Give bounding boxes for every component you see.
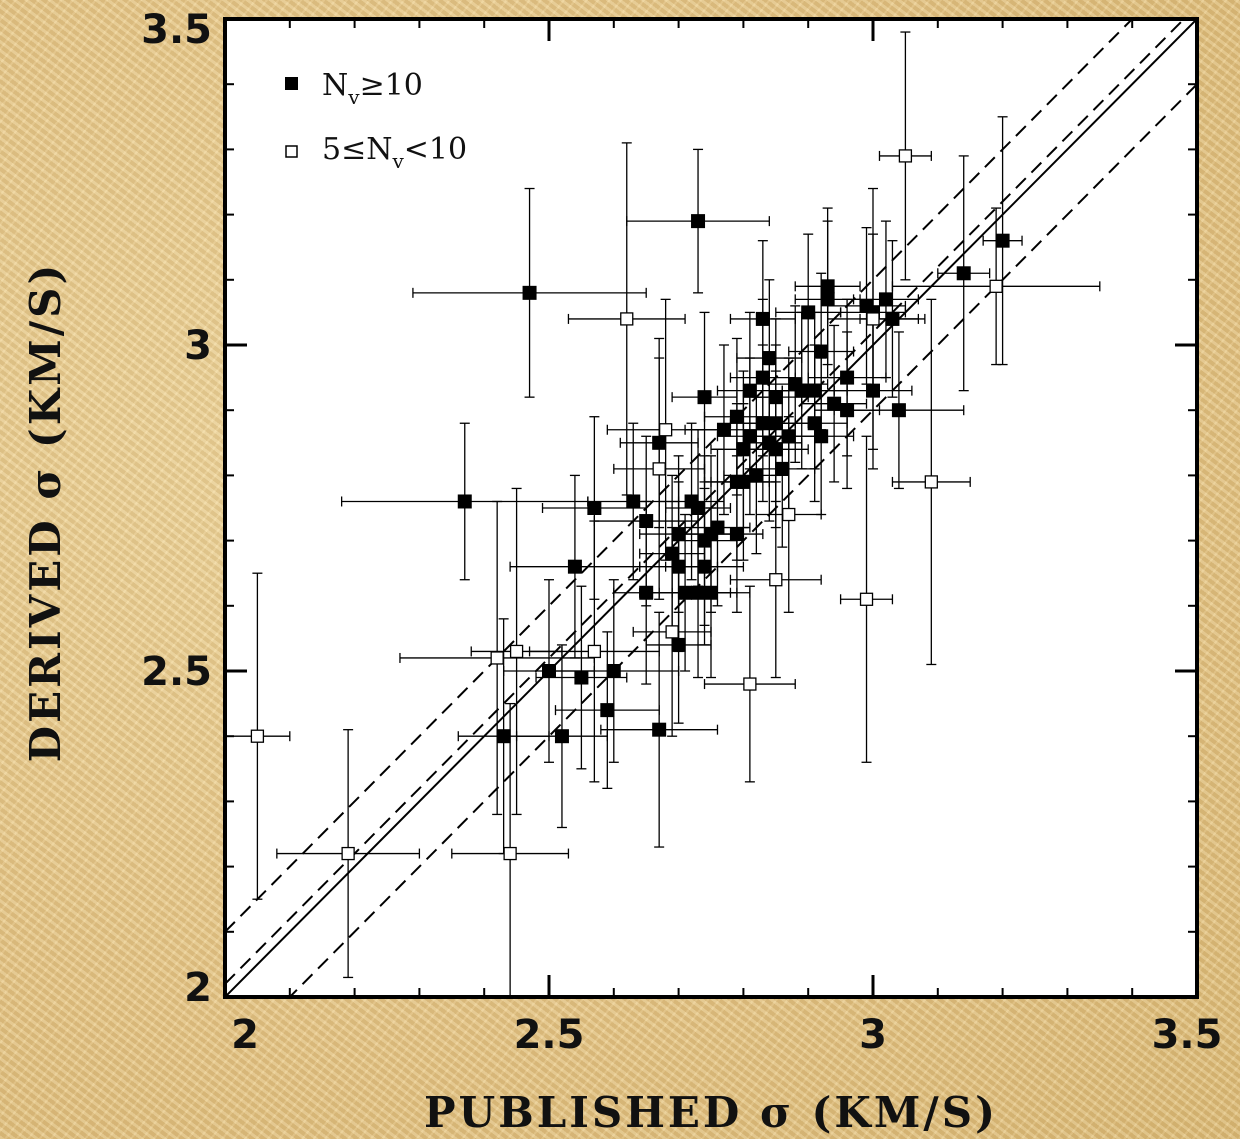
x-tick-labels: 2 2.5 3 3.5 [231,1012,1222,1058]
y-tick-label: 2.5 [141,649,212,695]
x-tick-label: 3 [859,1012,887,1058]
plot-frame [223,17,1199,999]
data-point-open [839,435,894,763]
data-point-open [878,31,932,281]
data-point-open [703,585,796,783]
legend-filled-marker [285,77,298,90]
data-point-open [528,520,660,783]
y-axis-title: DERIVED σ (KM/S) [21,262,70,763]
data-point-open [606,298,725,561]
legend-filled-label: Nv≥10 [322,68,423,109]
data-point-open [613,337,706,600]
data-point-filled [833,331,965,490]
x-tick-label: 3.5 [1152,1012,1223,1058]
data-point-filled [548,579,680,763]
data-point-open [826,187,920,450]
data-point-filled [801,324,868,483]
data-point-open [399,500,596,816]
data-point-open [276,729,421,979]
data-point-open [225,572,291,900]
y-tick-label: 3 [184,323,212,369]
data-point-filled [554,631,660,790]
data-point-open [470,487,563,816]
x-axis-title: PUBLISHED σ (KM/S) [424,1088,998,1137]
data-point-filled [852,220,920,379]
x-tick-label: 2.5 [514,1012,585,1058]
data-point-filled [664,487,745,646]
legend: Nv≥10 5≤Nv<10 [285,68,467,173]
legend-open-marker [285,145,298,158]
data-point-open [891,298,971,666]
data-point-filled [509,474,641,659]
data-point-filled [937,155,991,392]
x-tick-label: 2 [231,1012,259,1058]
data-point-open [451,702,570,997]
legend-open-label: 5≤Nv<10 [322,132,467,173]
data-point-filled [982,116,1023,366]
data-point-filled [412,187,647,398]
y-tick-labels: 2 2.5 3 3.5 [141,7,212,1011]
y-tick-label: 2 [184,965,212,1011]
data-point-filled [535,585,628,770]
data-point-open [891,207,1101,366]
data-point-filled [671,311,738,483]
data-point-filled [684,448,751,607]
data-point-open [632,526,712,737]
y-tick-label: 3.5 [141,7,212,53]
data-point-open [755,416,822,613]
data-points [225,31,1101,997]
reference-line-dashed [225,19,1134,933]
